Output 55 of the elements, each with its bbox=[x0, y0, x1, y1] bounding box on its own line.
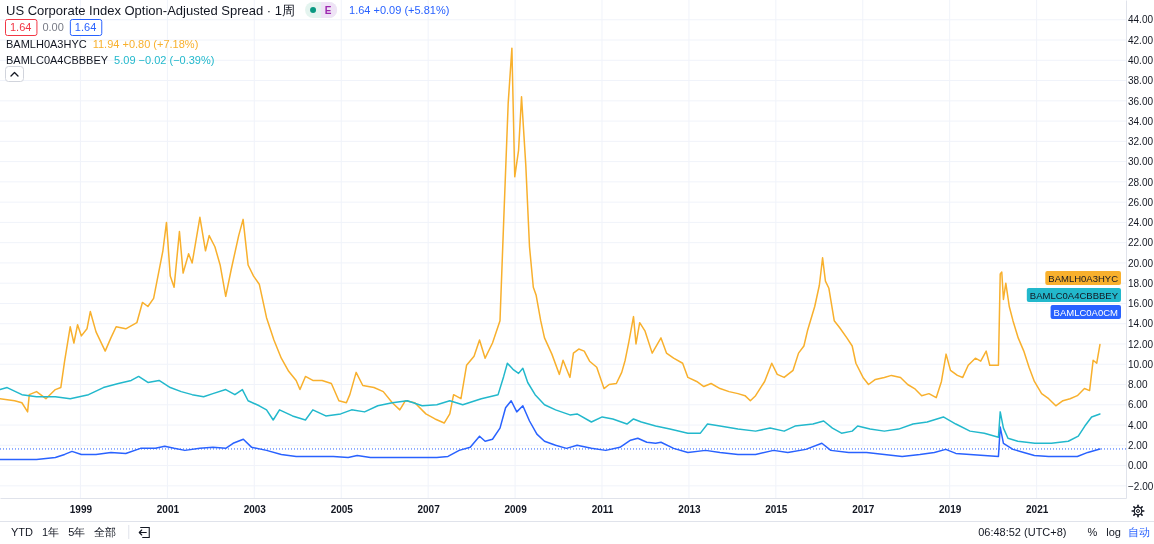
y-tick-label: 40.00 bbox=[1128, 54, 1154, 66]
y-tick-label: 6.00 bbox=[1128, 399, 1148, 411]
x-tick-label: 2005 bbox=[330, 504, 354, 516]
x-tick-label: 2013 bbox=[678, 504, 702, 516]
x-tick-label: 2019 bbox=[939, 504, 962, 516]
annotation: 1.64 bbox=[74, 21, 97, 33]
y-tick-label: −2.00 bbox=[1128, 480, 1154, 492]
line-series bbox=[0, 362, 1101, 445]
y-tick-label: 26.00 bbox=[1128, 196, 1154, 208]
y-tick-label: 22.00 bbox=[1128, 237, 1154, 249]
y-tick-label: 42.00 bbox=[1128, 34, 1154, 46]
x-tick-label: 2017 bbox=[852, 504, 875, 516]
y-tick-label: 12.00 bbox=[1128, 338, 1154, 350]
annotation: E bbox=[324, 4, 332, 16]
y-tick-label: 36.00 bbox=[1128, 95, 1154, 107]
y-tick-label: 16.00 bbox=[1128, 298, 1154, 310]
y-tick-label: 2.00 bbox=[1128, 440, 1148, 452]
text: 自动 bbox=[1128, 526, 1150, 538]
y-tick-label: 20.00 bbox=[1128, 257, 1154, 269]
y-tick-label: 14.00 bbox=[1128, 318, 1154, 330]
y-tick-label: 18.00 bbox=[1128, 277, 1154, 289]
y-tick-label: 0.00 bbox=[1128, 460, 1148, 472]
x-tick-label: 1999 bbox=[69, 504, 93, 516]
x-tick-label: 2003 bbox=[243, 504, 267, 516]
text: BAMLH0A3HYC bbox=[6, 38, 87, 50]
annotation: 11.94 +0.80 (+7.18%) bbox=[92, 38, 199, 50]
text: % bbox=[1087, 526, 1098, 538]
y-tick-label: 28.00 bbox=[1128, 176, 1154, 188]
y-tick-label: 34.00 bbox=[1128, 115, 1154, 127]
text: 1年 bbox=[42, 526, 60, 538]
y-tick-label: 10.00 bbox=[1128, 358, 1154, 370]
annotation: 5.09 −0.02 (−0.39%) bbox=[114, 54, 215, 66]
x-tick-label: 2007 bbox=[417, 504, 441, 516]
text: 06:48:52 (UTC+8) bbox=[978, 526, 1067, 538]
x-tick-label: 2021 bbox=[1026, 504, 1049, 516]
chart-title: US Corporate Index Option-Adjusted Spread · 1周 bbox=[6, 2, 296, 18]
y-tick-label: 38.00 bbox=[1128, 75, 1154, 87]
y-tick-label: 24.00 bbox=[1128, 217, 1154, 229]
text: BAMLC0A4CBBBEY bbox=[6, 54, 109, 66]
annotation: 1.64 +0.09 (+5.81%) bbox=[349, 4, 450, 16]
text: 5年 bbox=[68, 526, 86, 538]
x-tick-label: 2001 bbox=[156, 504, 180, 516]
text: YTD bbox=[11, 526, 34, 538]
text: log bbox=[1106, 526, 1121, 538]
y-tick-label: 30.00 bbox=[1128, 156, 1154, 168]
annotation: 0.00 bbox=[42, 21, 64, 33]
x-tick-label: 2009 bbox=[504, 504, 528, 516]
y-tick-label: 4.00 bbox=[1128, 419, 1148, 431]
y-tick-label: 44.00 bbox=[1128, 14, 1154, 26]
y-tick-label: 32.00 bbox=[1128, 136, 1154, 148]
text: 全部 bbox=[94, 526, 117, 538]
annotation: 1.64 bbox=[10, 21, 32, 33]
x-tick-label: 2011 bbox=[591, 504, 614, 516]
x-tick-label: 2015 bbox=[765, 504, 788, 516]
y-tick-label: 8.00 bbox=[1128, 379, 1148, 391]
